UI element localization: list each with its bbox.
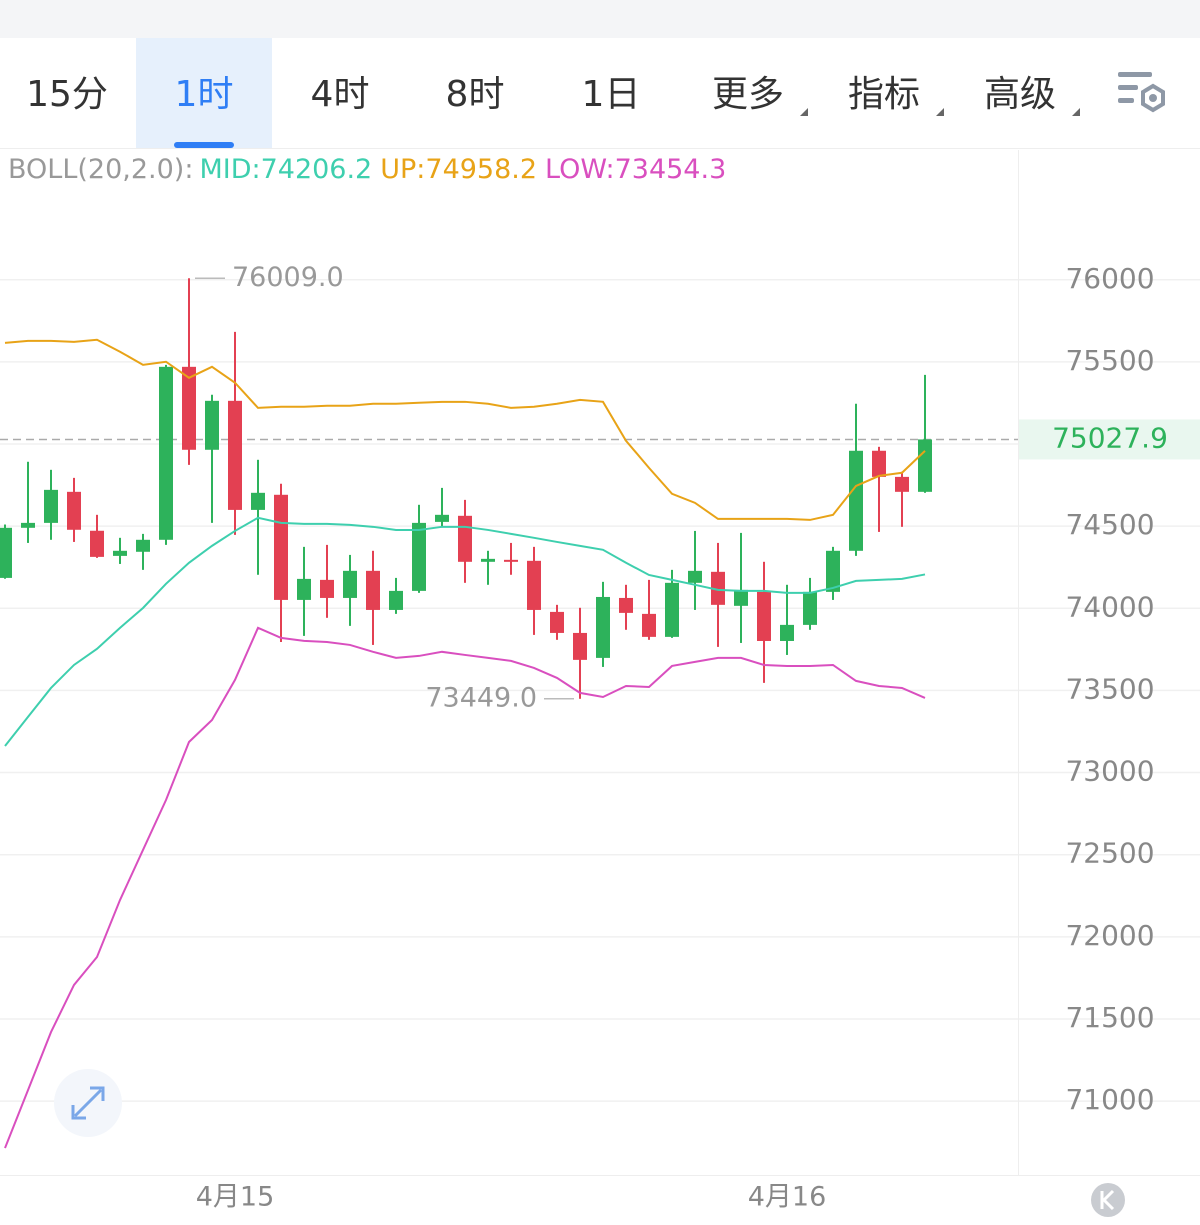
legend-entry: MID:74206.2 [199, 154, 372, 185]
candle-body [596, 596, 610, 658]
candle-body [550, 611, 564, 633]
candle-body [826, 550, 840, 592]
candle-body [228, 400, 242, 510]
candle-body [44, 489, 58, 523]
tab[interactable]: 8时 [446, 74, 505, 115]
candle-body [688, 570, 702, 583]
settings-icon[interactable] [1118, 72, 1165, 113]
legend-entry: LOW:73454.3 [545, 154, 726, 185]
candle-body [849, 450, 863, 551]
last-price-label: 75027.9 [1052, 421, 1168, 454]
annotation-label: 73449.0 [425, 682, 537, 713]
y-tick-label: 75500 [1065, 344, 1154, 377]
x-tick-label: 4月15 [196, 1182, 275, 1213]
candle-body [21, 522, 35, 528]
indicator-label: BOLL(20,2.0): [8, 154, 193, 185]
tab[interactable]: 1时 [175, 74, 234, 115]
candle-body [274, 494, 288, 600]
candle-body [734, 589, 748, 606]
tab[interactable]: 指标 [848, 74, 920, 115]
tab-selected-bg [136, 38, 272, 148]
candle-body [803, 591, 817, 625]
annotation-label: 76009.0 [232, 262, 344, 293]
candle-body [366, 570, 380, 610]
top-strip [0, 0, 1200, 38]
dropdown-triangle [1072, 108, 1080, 116]
candle-body [297, 578, 311, 600]
candle-body [182, 366, 196, 450]
legend: BOLL(20,2.0): MID:74206.2 UP:74958.2 LOW:73… [8, 154, 726, 185]
tab-bar: 15分 1时 4时 8时 1日 更多 指标 高级 [26, 38, 1080, 148]
candle-body [136, 539, 150, 552]
candle-body [504, 559, 518, 562]
y-tick-label: 73000 [1065, 755, 1154, 788]
candle-body [412, 522, 426, 591]
candle-body [872, 450, 886, 477]
candle-body [481, 558, 495, 562]
tab[interactable]: 高级 [984, 74, 1056, 115]
candle-body [458, 515, 472, 562]
candle-body [527, 560, 541, 610]
expand-button[interactable] [54, 1069, 122, 1137]
indicator-line [4, 516, 926, 747]
indicator-line [4, 338, 926, 521]
indicator-line [4, 626, 926, 1149]
candle-body [665, 582, 679, 637]
candle-body [343, 570, 357, 598]
candle-body [895, 476, 909, 492]
y-tick-label: 73500 [1065, 672, 1154, 705]
tab[interactable]: 4时 [311, 74, 370, 115]
candle-body [711, 571, 725, 605]
tab[interactable]: 更多 [712, 74, 784, 115]
y-tick-label: 72000 [1065, 919, 1154, 952]
candle-body [251, 492, 265, 510]
tab-indicator [174, 142, 234, 148]
dropdown-triangle [800, 108, 808, 116]
tab[interactable]: 15分 [26, 74, 108, 115]
tab[interactable]: 1日 [582, 74, 641, 115]
y-tick-label: 74000 [1065, 590, 1154, 623]
candle-body [0, 527, 12, 578]
k-button[interactable] [1091, 1183, 1125, 1217]
candle-body [389, 590, 403, 610]
candle-body [918, 439, 932, 492]
candle-body [113, 550, 127, 556]
candle-body [573, 632, 587, 660]
y-tick-label: 71500 [1065, 1001, 1154, 1034]
y-tick-label: 74500 [1065, 508, 1154, 541]
y-tick-label: 71000 [1065, 1083, 1154, 1116]
candle-body [435, 514, 449, 522]
y-tick-label: 72500 [1065, 837, 1154, 870]
candle-body [90, 530, 104, 557]
candle-body [780, 624, 794, 641]
candle-body [619, 597, 633, 613]
legend-entry: UP:74958.2 [380, 154, 537, 185]
candle-body [205, 400, 219, 450]
candle-body [757, 591, 771, 641]
y-tick-label: 76000 [1065, 262, 1154, 295]
candle-body [67, 491, 81, 530]
dropdown-triangle [936, 108, 944, 116]
candle-body [642, 613, 656, 637]
candle-body [159, 366, 173, 540]
x-tick-label: 4月16 [748, 1182, 827, 1213]
candle-body [320, 579, 334, 598]
last-price-bg [1018, 419, 1200, 460]
plot-area: BOLL(20,2.0): MID:74206.2 UP:74958.2 LOW:73… [0, 154, 1200, 1213]
